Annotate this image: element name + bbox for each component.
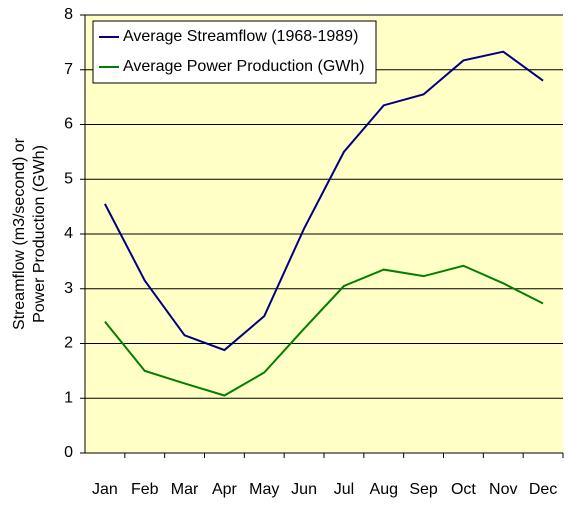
y-tick-label: 1 <box>64 389 73 406</box>
x-tick-label: Dec <box>529 481 557 498</box>
y-tick-label: 7 <box>64 61 73 78</box>
series-line <box>104 264 544 397</box>
y-axis-label-line: Power Production (GWh) <box>31 145 48 323</box>
x-tick-label: Mar <box>171 481 199 498</box>
y-axis-label-line: Streamflow (m3/second) or <box>11 137 28 330</box>
y-tick-label: 4 <box>64 225 73 242</box>
y-tick-label: 8 <box>64 6 73 23</box>
y-tick-label: 2 <box>64 335 73 352</box>
x-tick-label: Nov <box>489 481 517 498</box>
y-tick-label: 3 <box>64 280 73 297</box>
x-tick-label: Aug <box>370 481 398 498</box>
legend-label: Average Power Production (GWh) <box>123 58 365 75</box>
legend-label: Average Streamflow (1968-1989) <box>123 28 358 45</box>
x-tick-label: Apr <box>212 481 238 498</box>
x-tick-label: Jul <box>334 481 354 498</box>
x-tick-label: Feb <box>131 481 159 498</box>
x-tick-label: Jan <box>92 481 118 498</box>
x-tick-label: Sep <box>409 481 438 498</box>
x-tick-label: Jun <box>291 481 317 498</box>
y-tick-label: 6 <box>64 116 73 133</box>
y-tick-label: 5 <box>64 170 73 187</box>
legend-box <box>92 20 377 84</box>
y-tick-label: 0 <box>64 444 73 461</box>
x-tick-label: May <box>249 481 279 498</box>
x-tick-label: Oct <box>451 481 476 498</box>
series-line <box>104 50 544 352</box>
